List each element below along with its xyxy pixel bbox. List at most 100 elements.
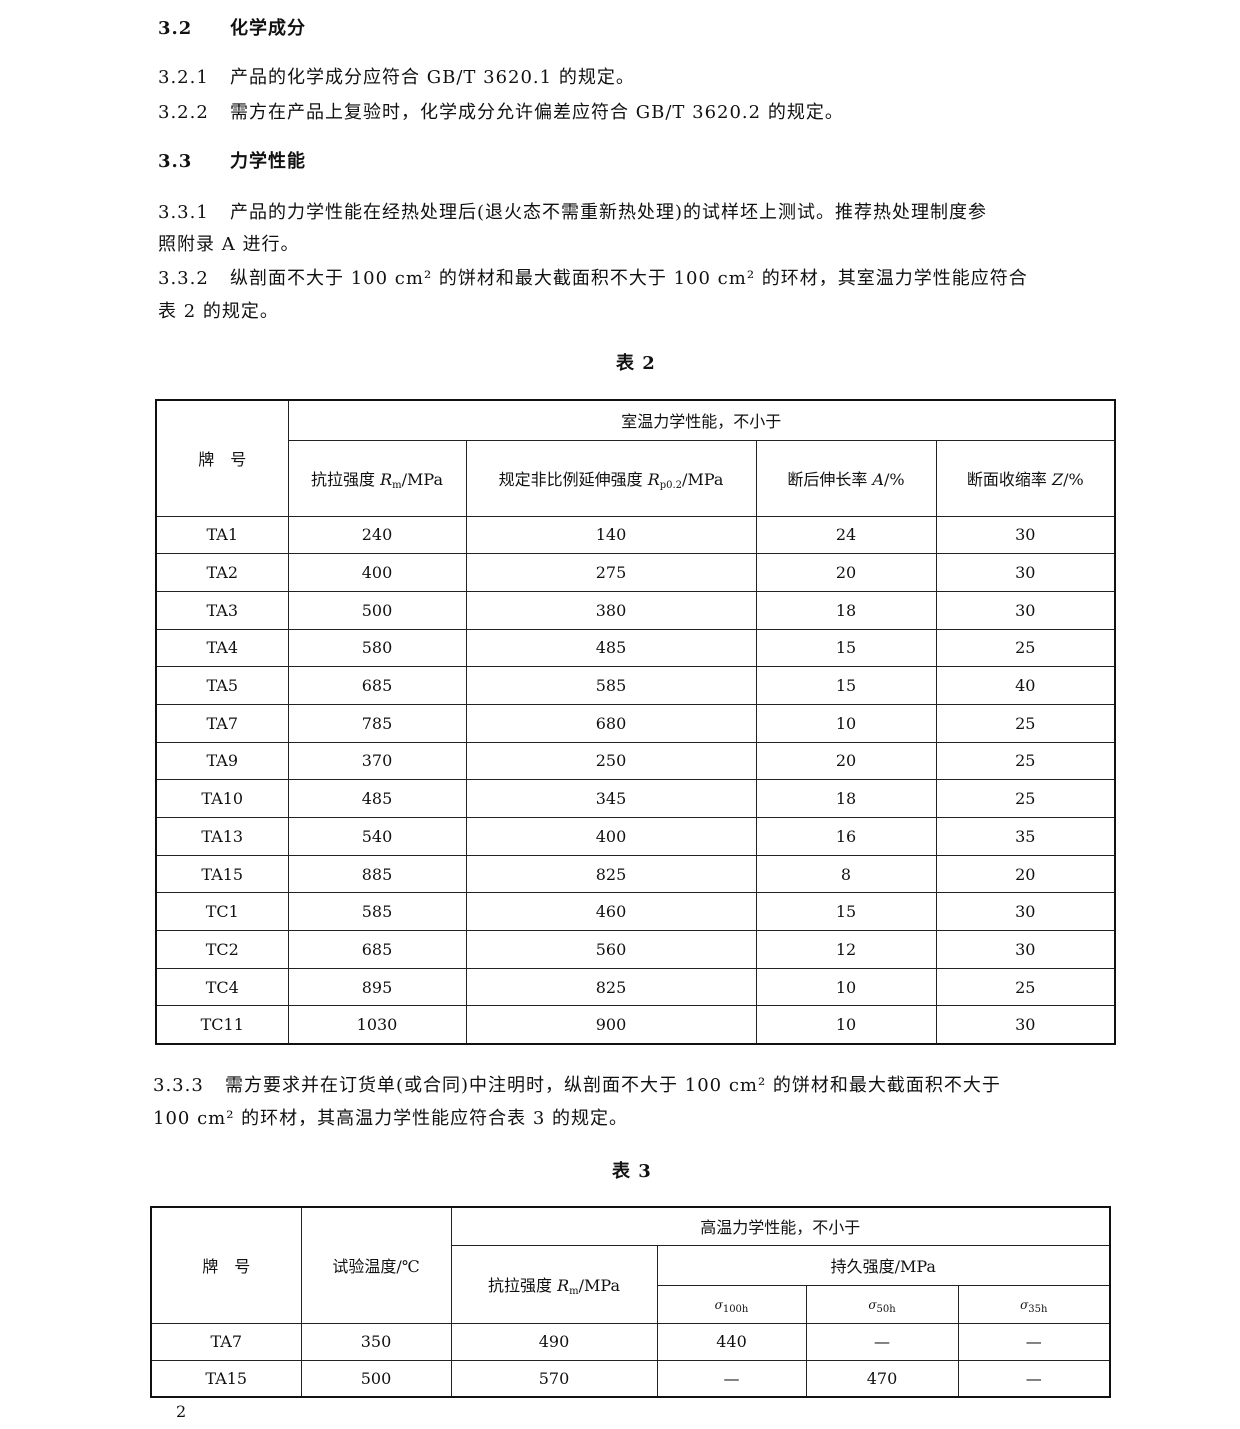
cell-value: 825 (465, 854, 757, 894)
grade-cell: TC4 (155, 967, 289, 1007)
cell-value: 30 (935, 515, 1116, 555)
cell-value: 440 (656, 1322, 807, 1361)
cell-value: 250 (465, 741, 757, 781)
table-row: TA3 500 380 18 30 (155, 590, 1116, 630)
cell-value: 900 (465, 1005, 757, 1045)
cell-value: 25 (935, 628, 1116, 668)
cell-value: 380 (465, 590, 757, 630)
section-3-2: 3.2 化学成分 (158, 18, 306, 39)
cell-value: 16 (755, 817, 937, 856)
cell-value: 20 (755, 741, 937, 781)
cell-value: 460 (465, 892, 757, 932)
cell-value: 490 (450, 1322, 658, 1361)
section-3-3: 3.3 力学性能 (158, 151, 306, 172)
cell-value: 560 (465, 930, 757, 969)
table-row: TA10 485 345 18 25 (155, 779, 1116, 818)
cell-value: 1030 (287, 1005, 467, 1045)
table-row: TA4 580 485 15 25 (155, 628, 1116, 668)
cell-value: 485 (287, 779, 467, 818)
tensile-header: 抗拉强度 Rm/MPa (450, 1244, 658, 1324)
cell-value: 345 (465, 779, 757, 818)
cell-value: 350 (300, 1322, 452, 1361)
table-row: TA2 400 275 20 30 (155, 553, 1116, 592)
cell-value: 35 (935, 817, 1116, 856)
cell-value: 25 (935, 741, 1116, 781)
grade-cell: TA10 (155, 779, 289, 818)
cell-value: 10 (755, 1005, 937, 1045)
table-row: TC2 685 560 12 30 (155, 930, 1116, 969)
cell-value: 240 (287, 515, 467, 555)
rupture-header: 持久强度/MPa (656, 1244, 1111, 1286)
cell-value: 10 (755, 703, 937, 743)
table-row: TA13 540 400 16 35 (155, 817, 1116, 856)
clause-3-3-3-cont: 100 cm² 的环材，其高温力学性能应符合表 3 的规定。 (153, 1108, 629, 1129)
clause-3-3-2: 3.3.2 纵剖面不大于 100 cm² 的饼材和最大截面积不大于 100 cm²… (158, 268, 1028, 289)
cell-value: 25 (935, 779, 1116, 818)
cell-value: 400 (465, 817, 757, 856)
cell-value: 895 (287, 967, 467, 1007)
cell-value: — (957, 1359, 1111, 1398)
cell-value: 15 (755, 666, 937, 705)
cell-value: 25 (935, 967, 1116, 1007)
table-row: TC1 585 460 15 30 (155, 892, 1116, 932)
column-header: 抗拉强度 Rm/MPa (287, 439, 467, 517)
table-row: TA7 785 680 10 25 (155, 703, 1116, 743)
cell-value: 685 (287, 666, 467, 705)
cell-value: 30 (935, 930, 1116, 969)
clause-3-3-2-cont: 表 2 的规定。 (158, 301, 279, 322)
cell-value: 485 (465, 628, 757, 668)
temp-header: 试验温度/℃ (300, 1206, 452, 1324)
cell-value: 30 (935, 892, 1116, 932)
grade-cell: TA2 (155, 553, 289, 592)
cell-value: 500 (287, 590, 467, 630)
table-2: 牌 号 室温力学性能，不小于 抗拉强度 Rm/MPa 规定非比例延伸强度 Rp0.… (155, 399, 1117, 1045)
cell-value: 580 (287, 628, 467, 668)
cell-value: 10 (755, 967, 937, 1007)
cell-value: 24 (755, 515, 937, 555)
cell-value: 585 (465, 666, 757, 705)
cell-value: 680 (465, 703, 757, 743)
cell-value: 585 (287, 892, 467, 932)
cell-value: 8 (755, 854, 937, 894)
table-row: TA15 500 570—470— (150, 1359, 1111, 1398)
cell-value: 15 (755, 628, 937, 668)
grade-header: 牌 号 (155, 399, 289, 517)
cell-value: 785 (287, 703, 467, 743)
grade-cell: TC2 (155, 930, 289, 969)
grade-header: 牌 号 (150, 1206, 302, 1324)
clause-3-3-1-cont: 照附录 A 进行。 (158, 234, 300, 255)
cell-value: — (957, 1322, 1111, 1361)
grade-cell: TA15 (150, 1359, 302, 1398)
cell-value: 400 (287, 553, 467, 592)
cell-value: 20 (755, 553, 937, 592)
table-row: TC11 1030 900 10 30 (155, 1005, 1116, 1045)
table-row: TC4 895 825 10 25 (155, 967, 1116, 1007)
column-header: 断面收缩率 Z/% (935, 439, 1116, 517)
cell-value: 30 (935, 1005, 1116, 1045)
cell-value: — (656, 1359, 807, 1398)
cell-value: 12 (755, 930, 937, 969)
cell-value: 370 (287, 741, 467, 781)
grade-cell: TA5 (155, 666, 289, 705)
cell-value: 30 (935, 590, 1116, 630)
table3-caption: 表 3 (612, 1161, 652, 1182)
cell-value: 25 (935, 703, 1116, 743)
grade-cell: TC11 (155, 1005, 289, 1045)
page-number: 2 (176, 1402, 187, 1421)
column-header: 规定非比例延伸强度 Rp0.2/MPa (465, 439, 757, 517)
table-row: TA1 240 140 24 30 (155, 515, 1116, 555)
group-header: 高温力学性能，不小于 (450, 1206, 1111, 1246)
table2-caption: 表 2 (616, 353, 656, 374)
table-row: TA5 685 585 15 40 (155, 666, 1116, 705)
grade-cell: TA4 (155, 628, 289, 668)
clause-3-2-1: 3.2.1 产品的化学成分应符合 GB/T 3620.1 的规定。 (158, 67, 635, 88)
table-row: TA9 370 250 20 25 (155, 741, 1116, 781)
cell-value: 275 (465, 553, 757, 592)
grade-cell: TA15 (155, 854, 289, 894)
clause-3-2-2: 3.2.2 需方在产品上复验时，化学成分允许偏差应符合 GB/T 3620.2 的… (158, 102, 844, 123)
grade-cell: TA7 (150, 1322, 302, 1361)
cell-value: 15 (755, 892, 937, 932)
table-row: TA7 350 490 440— — (150, 1322, 1111, 1361)
cell-value: 685 (287, 930, 467, 969)
cell-value: — (805, 1322, 959, 1361)
